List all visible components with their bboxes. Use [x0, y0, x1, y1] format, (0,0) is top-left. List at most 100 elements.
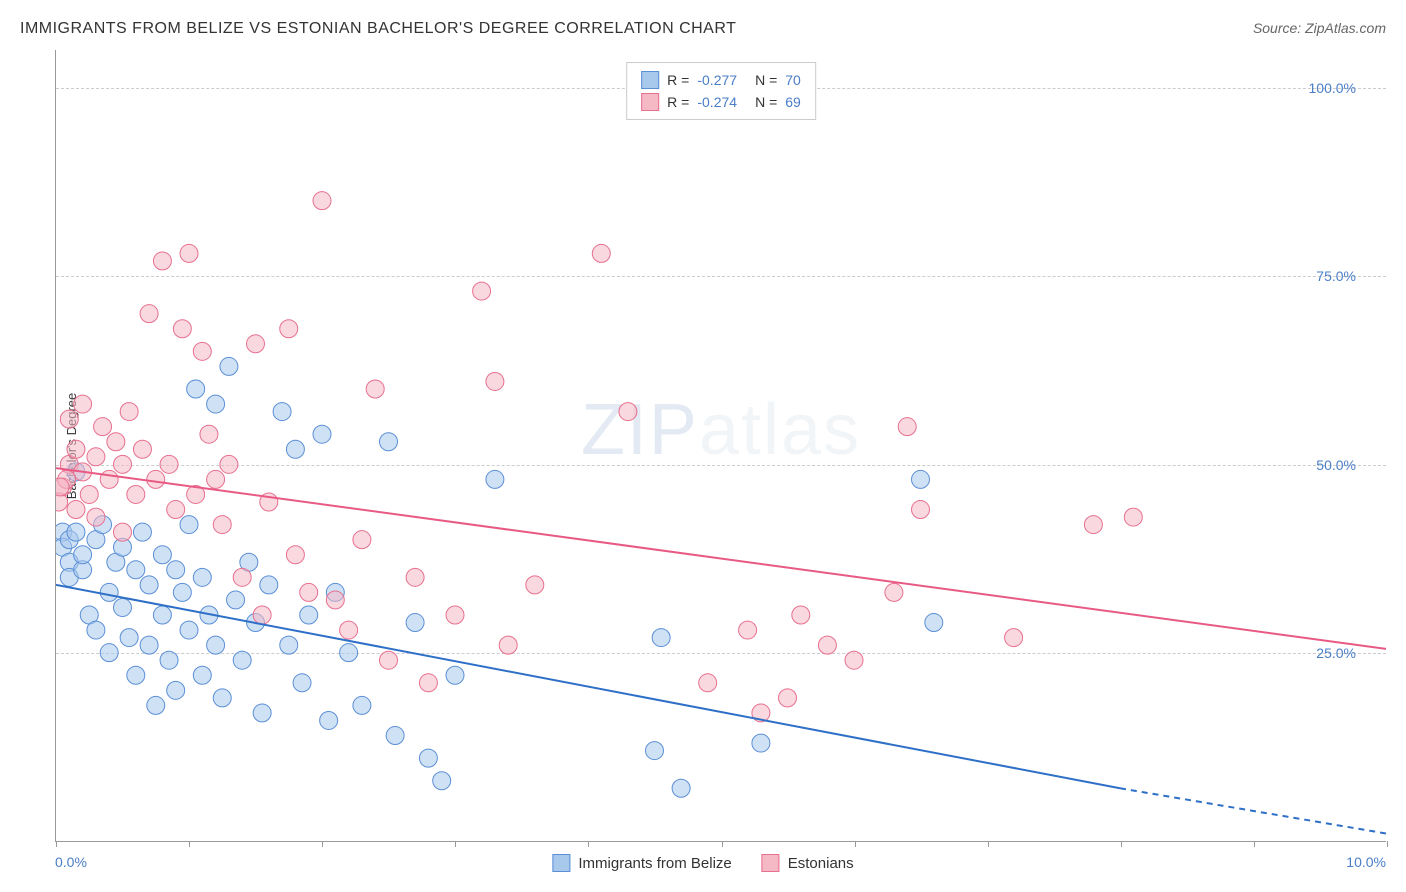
x-tick [988, 841, 989, 847]
chart-container: ZIPatlas 25.0%50.0%75.0%100.0% R = -0.27… [55, 50, 1386, 842]
scatter-point [127, 485, 145, 503]
scatter-point [486, 372, 504, 390]
scatter-point [353, 531, 371, 549]
scatter-point [280, 636, 298, 654]
scatter-svg [56, 50, 1386, 841]
scatter-point [220, 455, 238, 473]
x-tick [1254, 841, 1255, 847]
scatter-point [419, 674, 437, 692]
scatter-point [380, 433, 398, 451]
scatter-point [213, 689, 231, 707]
legend-row-estonians: R = -0.274 N = 69 [641, 91, 801, 113]
source-prefix: Source: [1253, 20, 1305, 36]
scatter-point [127, 666, 145, 684]
x-tick [722, 841, 723, 847]
legend-row-belize: R = -0.277 N = 70 [641, 69, 801, 91]
x-tick [855, 841, 856, 847]
trend-line [56, 585, 1120, 788]
scatter-point [253, 606, 271, 624]
scatter-point [87, 448, 105, 466]
scatter-point [133, 440, 151, 458]
scatter-point [167, 681, 185, 699]
scatter-point [253, 704, 271, 722]
scatter-point [300, 583, 318, 601]
scatter-point [619, 403, 637, 421]
scatter-point [193, 342, 211, 360]
scatter-point [167, 501, 185, 519]
scatter-point [133, 523, 151, 541]
scatter-point [94, 418, 112, 436]
scatter-point [127, 561, 145, 579]
scatter-point [153, 546, 171, 564]
legend-n-value-belize: 70 [785, 72, 801, 88]
scatter-point [898, 418, 916, 436]
scatter-point [406, 614, 424, 632]
scatter-point [200, 425, 218, 443]
scatter-point [180, 516, 198, 534]
scatter-point [100, 583, 118, 601]
scatter-point [845, 651, 863, 669]
scatter-point [300, 606, 318, 624]
scatter-point [925, 614, 943, 632]
x-axis-min-label: 0.0% [55, 854, 87, 870]
scatter-point [140, 636, 158, 654]
scatter-point [213, 516, 231, 534]
trend-line-dashed [1120, 788, 1386, 833]
scatter-point [313, 192, 331, 210]
scatter-point [406, 568, 424, 586]
legend-bottom: Immigrants from Belize Estonians [552, 854, 853, 872]
scatter-point [320, 711, 338, 729]
scatter-point [153, 252, 171, 270]
scatter-point [207, 395, 225, 413]
scatter-point [74, 395, 92, 413]
scatter-point [885, 583, 903, 601]
scatter-point [100, 470, 118, 488]
chart-title: IMMIGRANTS FROM BELIZE VS ESTONIAN BACHE… [20, 20, 736, 38]
scatter-point [74, 546, 92, 564]
scatter-point [473, 282, 491, 300]
scatter-point [652, 629, 670, 647]
scatter-point [193, 568, 211, 586]
x-tick [1387, 841, 1388, 847]
scatter-point [233, 651, 251, 669]
scatter-point [752, 734, 770, 752]
scatter-point [180, 621, 198, 639]
source-value: ZipAtlas.com [1305, 20, 1386, 36]
scatter-point [227, 591, 245, 609]
scatter-point [592, 244, 610, 262]
scatter-point [779, 689, 797, 707]
legend-r-value-estonians: -0.274 [697, 94, 737, 110]
scatter-point [87, 621, 105, 639]
legend-n-value-estonians: 69 [785, 94, 801, 110]
x-tick [56, 841, 57, 847]
x-tick [322, 841, 323, 847]
scatter-point [56, 478, 69, 496]
scatter-point [326, 591, 344, 609]
scatter-point [912, 470, 930, 488]
scatter-point [67, 523, 85, 541]
scatter-point [380, 651, 398, 669]
scatter-point [739, 621, 757, 639]
swatch-belize-icon [552, 854, 570, 872]
scatter-point [672, 779, 690, 797]
scatter-point [60, 410, 78, 428]
scatter-point [153, 606, 171, 624]
scatter-point [366, 380, 384, 398]
scatter-point [419, 749, 437, 767]
legend-n-label: N = [755, 72, 777, 88]
scatter-point [87, 508, 105, 526]
scatter-point [818, 636, 836, 654]
scatter-point [233, 568, 251, 586]
scatter-point [80, 485, 98, 503]
scatter-point [140, 576, 158, 594]
scatter-point [160, 455, 178, 473]
scatter-point [293, 674, 311, 692]
scatter-point [912, 501, 930, 519]
scatter-point [340, 621, 358, 639]
x-tick [455, 841, 456, 847]
scatter-point [193, 666, 211, 684]
x-tick [1121, 841, 1122, 847]
scatter-point [1005, 629, 1023, 647]
scatter-point [260, 576, 278, 594]
scatter-point [67, 440, 85, 458]
